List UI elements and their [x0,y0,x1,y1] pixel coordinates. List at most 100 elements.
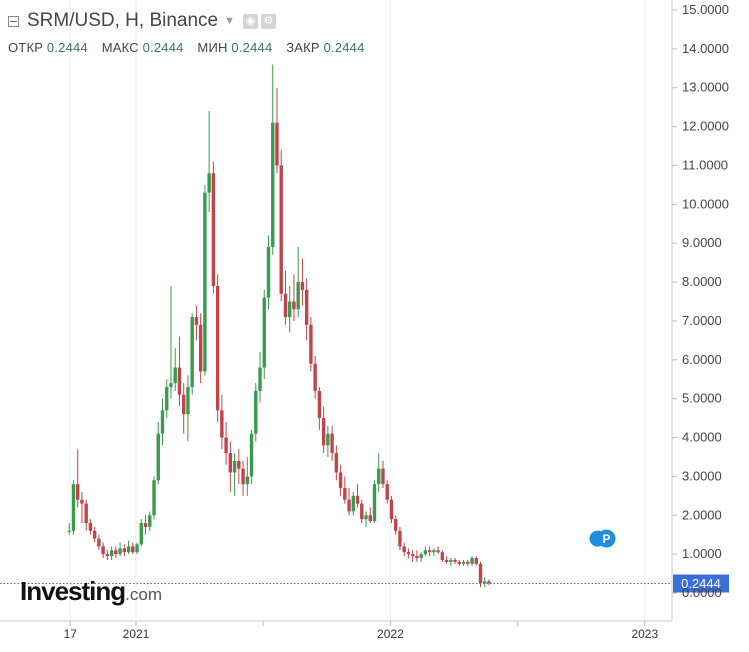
candle[interactable] [131,542,135,555]
candle[interactable] [109,546,114,560]
candle[interactable] [194,305,199,341]
candle[interactable] [258,352,262,403]
candle[interactable] [207,111,211,213]
candle[interactable] [453,558,457,564]
candle[interactable] [203,184,207,376]
candle[interactable] [152,476,156,520]
candle[interactable] [321,406,326,454]
candle[interactable] [186,375,190,442]
candle[interactable] [432,548,436,557]
candle[interactable] [394,515,398,535]
candle[interactable] [419,552,423,562]
candle[interactable] [279,149,283,302]
candle[interactable] [372,480,377,524]
candle[interactable] [165,379,169,419]
candle[interactable] [211,161,216,294]
candle[interactable] [271,64,275,255]
candle[interactable] [97,534,101,551]
candle[interactable] [220,394,224,450]
candle[interactable] [389,495,394,524]
candle[interactable] [254,383,258,442]
candle[interactable] [381,460,385,489]
candle[interactable] [135,542,139,555]
candle[interactable] [173,348,177,391]
candle[interactable] [304,278,309,341]
candle[interactable] [228,441,233,492]
candle[interactable] [360,499,364,524]
candle[interactable] [317,387,322,430]
candle[interactable] [84,499,88,531]
candle[interactable] [338,464,343,496]
candle[interactable] [487,579,491,586]
candle[interactable] [198,313,203,384]
candle[interactable] [309,317,313,372]
gear-icon[interactable]: ⚙ [261,13,277,29]
candle[interactable] [92,526,97,543]
candle[interactable] [288,285,292,333]
candle[interactable] [457,559,461,566]
candle[interactable] [385,480,389,504]
candle[interactable] [143,515,148,535]
time-axis[interactable]: 17 2021 2022 2023 [64,621,659,641]
candle[interactable] [402,542,406,557]
candle[interactable] [182,383,186,434]
candle[interactable] [478,561,483,588]
candle[interactable] [122,544,127,557]
candle[interactable] [300,258,305,306]
candle[interactable] [156,421,160,485]
candle[interactable] [262,289,266,380]
candle[interactable] [76,449,80,508]
candle[interactable] [406,548,411,559]
candle[interactable] [466,559,470,566]
candle[interactable] [249,429,254,485]
candle[interactable] [160,398,165,446]
candle[interactable] [266,235,271,310]
candle[interactable] [177,336,182,407]
candle[interactable] [483,577,487,588]
candle[interactable] [474,556,478,566]
candle[interactable] [461,559,466,566]
eye-icon[interactable]: ◉ [243,13,259,29]
candle[interactable] [436,546,440,555]
candle[interactable] [330,425,334,461]
candle[interactable] [237,449,241,485]
candle[interactable] [292,274,296,321]
candle[interactable] [105,550,110,560]
candle[interactable] [427,546,432,557]
candle[interactable] [232,453,237,496]
candle[interactable] [215,274,220,422]
collapse-icon[interactable] [8,15,19,27]
candle[interactable] [245,456,249,496]
candle[interactable] [126,540,131,555]
candle[interactable] [364,511,368,527]
candle[interactable] [415,550,419,562]
candle[interactable] [440,550,445,562]
candle[interactable] [355,484,360,508]
candle[interactable] [334,445,339,481]
candle[interactable] [283,270,288,325]
candle[interactable] [241,460,245,496]
candle[interactable] [118,542,122,557]
candle[interactable] [190,313,194,395]
candle[interactable] [148,511,152,531]
last-price-tag[interactable] [673,574,729,593]
candle[interactable] [101,542,105,559]
candle[interactable] [224,421,228,465]
candle[interactable] [296,247,300,318]
chevron-down-icon[interactable]: ▼ [224,15,236,27]
candle[interactable] [114,546,118,559]
candle[interactable] [410,550,415,562]
price-axis[interactable]: 15.0000 14.0000 13.0000 12.0000 11.0000 10.00… [672,2,729,600]
candle[interactable] [377,453,381,492]
candle[interactable] [139,519,143,547]
candle[interactable] [88,519,93,535]
candle[interactable] [343,476,347,504]
candle[interactable] [444,556,449,564]
candle[interactable] [449,558,453,566]
candle[interactable] [368,507,372,524]
candle[interactable] [275,87,279,174]
candle[interactable] [423,546,428,557]
candle[interactable] [347,488,351,516]
candle[interactable] [67,523,71,535]
